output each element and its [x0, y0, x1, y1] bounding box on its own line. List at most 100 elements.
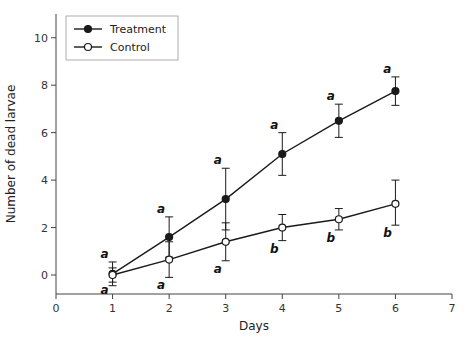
x-tick: [395, 294, 396, 299]
error-cap: [335, 208, 343, 209]
point-annotation: b: [270, 242, 279, 256]
y-tick-label: 4: [41, 174, 48, 187]
x-tick-label: 0: [53, 302, 60, 315]
y-tick: [51, 180, 56, 181]
point: [279, 224, 286, 231]
legend-label: Treatment: [109, 23, 167, 36]
error-bar: [222, 223, 230, 261]
axes: 012345670246810: [34, 14, 456, 315]
series: [109, 77, 400, 286]
y-tick: [51, 37, 56, 38]
error-cap: [391, 76, 399, 77]
legend: Treatment Control: [66, 16, 178, 60]
point: [392, 200, 399, 207]
point-annotation: a: [157, 202, 165, 216]
legend-label: Control: [110, 41, 150, 54]
point-annotation: a: [157, 278, 165, 292]
series: [109, 180, 400, 282]
error-bar: [391, 180, 399, 225]
y-axis-label: Number of dead larvae: [4, 85, 18, 224]
y-tick: [51, 132, 56, 133]
error-bar: [165, 242, 173, 278]
y-tick: [51, 227, 56, 228]
error-cap: [222, 222, 230, 223]
x-tick: [112, 294, 113, 299]
annotations: a a a a a a a a a b b b: [101, 62, 393, 297]
point: [335, 216, 342, 223]
error-cap: [335, 137, 343, 138]
y-tick: [51, 85, 56, 86]
error-bar: [109, 262, 117, 286]
y-tick-label: 10: [34, 32, 48, 45]
x-axis-label: Days: [239, 319, 269, 333]
y-tick-label: 0: [41, 269, 48, 282]
error-bar: [335, 209, 343, 230]
point-annotation: b: [383, 226, 392, 240]
error-cap: [278, 214, 286, 215]
legend-marker: [85, 44, 92, 51]
error-cap: [165, 216, 173, 217]
point: [335, 117, 342, 124]
chart: 012345670246810DaysNumber of dead larvae…: [0, 0, 466, 338]
x-tick: [169, 294, 170, 299]
error-cap: [109, 285, 117, 286]
point-annotation: a: [270, 118, 278, 132]
point: [222, 196, 229, 203]
point-annotation: a: [214, 262, 222, 276]
x-tick: [282, 294, 283, 299]
error-cap: [109, 267, 117, 268]
error-bar: [335, 104, 343, 137]
error-cap: [278, 240, 286, 241]
x-axis-line: [56, 294, 452, 295]
series-line: [113, 91, 396, 274]
point: [222, 238, 229, 245]
x-tick-label: 5: [335, 302, 342, 315]
x-tick: [338, 294, 339, 299]
x-tick-label: 7: [449, 302, 456, 315]
error-cap: [335, 229, 343, 230]
point: [166, 256, 173, 263]
error-bar: [391, 77, 399, 105]
x-tick: [225, 294, 226, 299]
error-cap: [165, 241, 173, 242]
error-cap: [391, 225, 399, 226]
point-annotation: a: [101, 247, 109, 261]
plot-area: [109, 77, 400, 286]
error-bar: [109, 268, 117, 282]
point-annotation: b: [327, 231, 336, 245]
y-tick: [51, 275, 56, 276]
x-tick: [56, 294, 57, 299]
error-cap: [109, 282, 117, 283]
error-cap: [278, 132, 286, 133]
series-line: [113, 204, 396, 275]
x-tick: [452, 294, 453, 299]
y-tick-label: 2: [41, 222, 48, 235]
error-cap: [391, 105, 399, 106]
error-bar: [278, 215, 286, 241]
x-tick-label: 3: [222, 302, 229, 315]
y-tick-label: 6: [41, 127, 48, 140]
point: [279, 151, 286, 158]
legend-item: Treatment: [74, 23, 167, 36]
point-annotation: a: [383, 62, 391, 76]
point: [109, 272, 116, 279]
legend-box: [66, 16, 178, 60]
y-tick-label: 8: [41, 79, 48, 92]
x-tick-label: 1: [109, 302, 116, 315]
point-annotation: a: [101, 283, 109, 297]
error-cap: [278, 175, 286, 176]
y-axis-line: [56, 14, 57, 294]
error-cap: [335, 104, 343, 105]
point: [166, 234, 173, 241]
error-cap: [222, 260, 230, 261]
error-cap: [165, 277, 173, 278]
point-annotation: a: [214, 153, 222, 167]
error-bar: [222, 168, 230, 230]
point-annotation: a: [327, 89, 335, 103]
error-cap: [222, 168, 230, 169]
error-bar: [278, 133, 286, 176]
error-cap: [391, 180, 399, 181]
x-tick-label: 6: [392, 302, 399, 315]
legend-item: Control: [74, 41, 150, 54]
legend-marker: [85, 26, 92, 33]
